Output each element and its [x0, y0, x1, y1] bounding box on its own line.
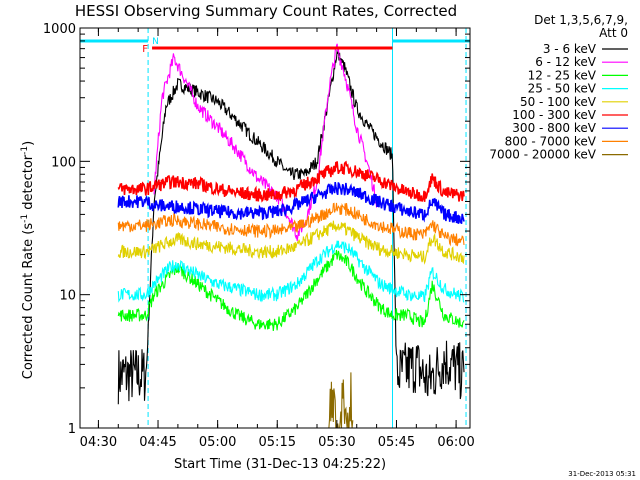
y-tick-label-1: 10 — [59, 289, 76, 304]
y-axis-label-main: Corrected Count Rate (s — [21, 223, 36, 380]
y-tick-label-2: 100 — [51, 155, 76, 170]
y-axis-label-sup-2: -1 — [20, 146, 30, 155]
x-tick-label-5: 05:45 — [378, 435, 415, 450]
plot-frame — [79, 27, 471, 429]
legend-header: Det 1,3,5,6,7,9, Att 0 — [534, 13, 628, 40]
flag-label-1: N — [152, 37, 159, 47]
y-tick-label-0: 1 — [68, 422, 76, 437]
legend-header-line-1: Det 1,3,5,6,7,9, — [534, 13, 628, 27]
x-tick-label-1: 04:45 — [139, 435, 176, 450]
series-1-line — [153, 43, 378, 242]
flags: FN — [142, 37, 393, 55]
x-axis-label: Start Time (31-Dec-13 04:25:22) — [174, 457, 386, 472]
legend-label-0: 3 - 6 keV — [543, 42, 597, 56]
x-tick-label-6: 06:00 — [437, 435, 474, 450]
legend-label-3: 25 - 50 keV — [528, 82, 597, 96]
axes: 1 10 100 1000 04:30 04:45 05:00 05:15 05:30 05:45… — [43, 22, 475, 450]
flag-label-0: F — [142, 44, 148, 55]
legend-label-4: 50 - 100 keV — [520, 95, 597, 109]
series-3-line — [117, 240, 465, 303]
legend-label-6: 300 - 800 keV — [512, 121, 596, 135]
legend-label-8: 7000 - 20000 keV — [489, 148, 596, 162]
y-axis-label: Corrected Count Rate (s-1 detector-1) — [20, 141, 36, 379]
x-tick-label-4: 05:30 — [318, 435, 355, 450]
y-axis-label-mid: detector — [21, 154, 36, 214]
chart-title: HESSI Observing Summary Count Rates, Cor… — [75, 2, 457, 20]
series-8-line — [328, 372, 354, 429]
series-4-line — [117, 220, 465, 265]
series-6-line — [117, 181, 465, 224]
series-5-line — [117, 160, 465, 203]
y-axis-label-sup-1: -1 — [20, 214, 30, 223]
x-tick-label-3: 05:15 — [259, 435, 296, 450]
timestamp: 31-Dec-2013 05:31 — [568, 470, 636, 478]
y-tick-label-3: 1000 — [43, 22, 76, 37]
series-0-line — [117, 49, 465, 405]
x-tick-label-2: 05:00 — [199, 435, 236, 450]
x-tick-label-0: 04:30 — [80, 435, 117, 450]
series-7-line — [117, 202, 465, 247]
series-lines — [117, 43, 465, 429]
y-axis-label-end: ) — [21, 141, 36, 146]
legend-header-line-2: Att 0 — [599, 26, 628, 40]
legend-label-1: 6 - 12 keV — [535, 55, 597, 69]
legend-label-7: 800 - 7000 keV — [505, 134, 597, 148]
legend-label-5: 100 - 300 keV — [512, 108, 596, 122]
legend-label-2: 12 - 25 keV — [528, 68, 597, 82]
